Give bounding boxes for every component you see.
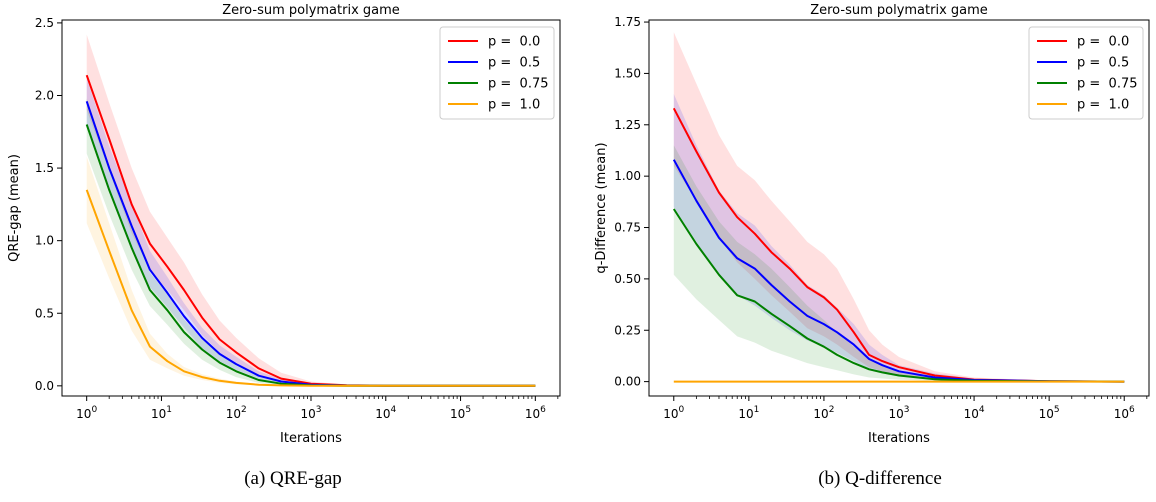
- x-tick-label: 101: [151, 405, 172, 421]
- y-tick-label: 0.75: [614, 221, 641, 235]
- chart-b: Zero-sum polymatrix game 0.00 0.25 0.50 0.75…: [594, 3, 1150, 446]
- y-axis-label: q-Difference (mean): [594, 142, 609, 273]
- chart-title: Zero-sum polymatrix game: [810, 3, 988, 18]
- chart-a: Zero-sum polymatrix game 0.0 0.5 1.0 1.5 2.0 2…: [7, 3, 561, 446]
- x-tick-label: 104: [375, 405, 396, 421]
- confidence-band-series-0: [86, 34, 536, 386]
- x-tick-label: 102: [813, 405, 834, 421]
- y-tick-label: 1.25: [614, 118, 641, 132]
- x-tick-label: 104: [964, 405, 985, 421]
- legend-box: [1028, 26, 1144, 120]
- legend-entry-3: p = 1.0: [1077, 98, 1129, 113]
- series-line-0: [672, 107, 1125, 383]
- y-tick-label: 0.50: [614, 272, 641, 286]
- x-tick-label: 106: [525, 405, 546, 421]
- x-tick-label: 106: [1114, 405, 1135, 421]
- legend-entry-2: p = 0.75: [488, 77, 549, 92]
- legend-entry-0: p = 0.0: [488, 35, 540, 50]
- confidence-band-series-0: [673, 32, 1125, 382]
- y-tick-label: 1.0: [35, 234, 54, 248]
- y-tick-label: 1.00: [614, 169, 641, 183]
- legend: p = 0.0 p = 0.5 p = 0.75 p = 1.0: [1028, 26, 1144, 120]
- y-tick-label: 0.0: [35, 379, 54, 393]
- legend: p = 0.0 p = 0.5 p = 0.75 p = 1.0: [439, 26, 555, 120]
- legend-entry-2: p = 0.75: [1077, 77, 1138, 92]
- x-tick-label: 101: [738, 405, 759, 421]
- y-tick-label: 1.75: [614, 15, 641, 29]
- series-line-2: [672, 208, 1125, 383]
- x-axis-label: Iterations: [868, 431, 930, 446]
- x-tick-label: 100: [663, 405, 684, 421]
- y-tick-label: 1.5: [35, 161, 54, 175]
- series-line-1: [672, 159, 1125, 383]
- x-tick-label: 103: [300, 405, 321, 421]
- x-tick-label: 103: [888, 405, 909, 421]
- x-tick-label: 102: [226, 405, 247, 421]
- chart-title: Zero-sum polymatrix game: [222, 3, 400, 18]
- y-tick-label: 1.50: [614, 66, 641, 80]
- confidence-band-series-1: [673, 94, 1125, 382]
- y-tick-label: 0.00: [614, 375, 641, 389]
- y-tick-label: 2.0: [35, 88, 54, 102]
- x-axis-label: Iterations: [280, 431, 342, 446]
- x-tick-label: 100: [76, 405, 97, 421]
- legend-entry-1: p = 0.5: [1077, 56, 1129, 71]
- legend-entry-3: p = 1.0: [488, 98, 540, 113]
- caption-a: (a) QRE-gap: [244, 468, 342, 489]
- y-tick-label: 0.25: [614, 323, 641, 337]
- series-line-3: [85, 189, 536, 387]
- y-axis-label: QRE-gap (mean): [7, 154, 22, 262]
- x-tick-label: 105: [1039, 405, 1060, 421]
- legend-box: [439, 26, 555, 120]
- confidence-band-series-2: [673, 145, 1125, 382]
- y-tick-label: 2.5: [35, 16, 54, 30]
- legend-entry-1: p = 0.5: [488, 56, 540, 71]
- y-tick-label: 0.5: [35, 306, 54, 320]
- caption-b: (b) Q-difference: [818, 468, 942, 489]
- x-tick-label: 105: [450, 405, 471, 421]
- legend-entry-0: p = 0.0: [1077, 35, 1129, 50]
